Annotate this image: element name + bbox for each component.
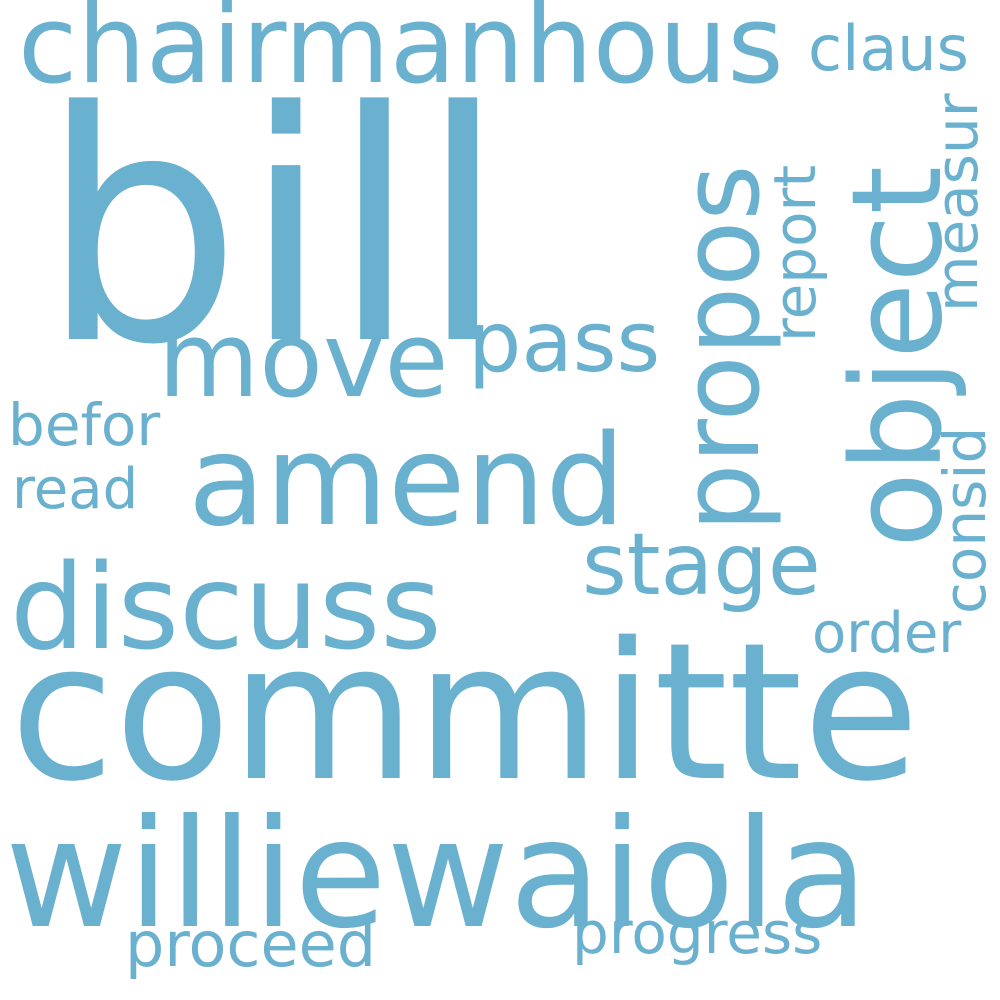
word-read: read: [12, 457, 139, 522]
word-proceed: proceed: [125, 908, 377, 981]
word-order: order: [812, 601, 962, 666]
word-stage: stage: [582, 515, 821, 615]
word-committe: committe: [10, 602, 920, 823]
word-chairmanhous: chairmanhous: [18, 0, 784, 108]
word-propos: propos: [659, 164, 784, 532]
word-move: move: [158, 299, 449, 421]
word-amend: amend: [188, 407, 626, 554]
word-discuss: discuss: [10, 538, 442, 676]
word-progress: progress: [572, 899, 823, 967]
word-befor: befor: [8, 391, 161, 459]
word-report: report: [761, 164, 829, 342]
word-consid: consid: [931, 426, 999, 614]
word-bill: bill: [40, 44, 507, 414]
word-pass: pass: [468, 293, 661, 391]
word-williewaiola: williewaiola: [5, 788, 869, 962]
word-measur: measur: [923, 93, 991, 312]
word-claus: claus: [808, 12, 969, 85]
